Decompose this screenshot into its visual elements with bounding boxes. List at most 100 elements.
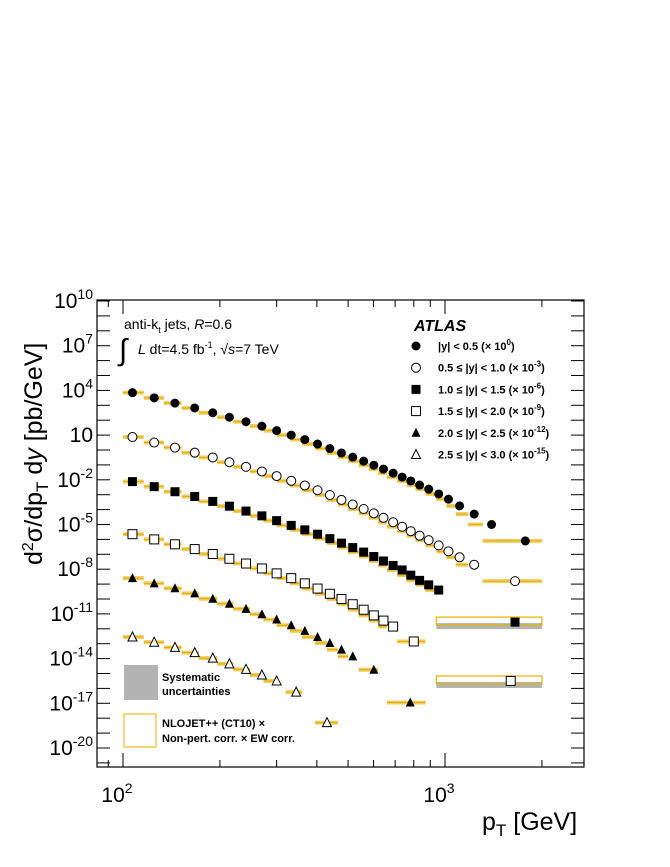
marker-open-circle	[127, 432, 138, 443]
theory-band	[435, 616, 543, 626]
marker-filled-square	[510, 617, 520, 627]
marker-open-circle	[397, 521, 408, 532]
marker-filled-circle	[241, 417, 251, 427]
marker-open-circle	[312, 485, 323, 496]
legend-entry-label: 2.5 ≤ |y| < 3.0 (× 10-15)	[438, 447, 550, 462]
marker-filled-triangle	[348, 651, 358, 661]
marker-filled-square	[369, 552, 379, 562]
marker-open-circle	[405, 526, 416, 537]
tick-marks	[97, 300, 584, 767]
theory-legend-line2: Non-pert. corr. × EW corr.	[162, 733, 295, 745]
marker-open-circle	[358, 504, 369, 515]
marker-open-square	[256, 563, 267, 574]
marker-filled-triangle	[325, 637, 335, 647]
marker-filled-square	[406, 570, 416, 580]
marker-filled-square	[257, 511, 267, 521]
marker-filled-triangle	[286, 620, 296, 630]
marker-filled-circle	[397, 472, 407, 482]
marker-filled-circle	[424, 484, 434, 494]
marker-filled-triangle	[241, 603, 251, 613]
marker-filled-circle	[406, 476, 416, 486]
tick-labels: 1010 107 104 10 10-2 10-5 10-8 10-11 10-14 10-17 1…	[49, 286, 454, 807]
marker-filled-circle	[286, 430, 296, 440]
marker-open-square	[388, 621, 399, 632]
y-tick-label: 1010	[54, 286, 93, 313]
marker-filled-square	[411, 384, 421, 394]
marker-filled-circle	[369, 460, 379, 470]
marker-filled-circle	[257, 421, 267, 431]
marker-open-square	[207, 549, 218, 560]
marker-filled-square	[286, 520, 296, 530]
systematic-band	[436, 623, 542, 630]
marker-open-circle	[286, 475, 297, 486]
marker-open-circle	[411, 362, 421, 373]
marker-open-circle	[224, 457, 235, 468]
marker-open-circle	[256, 466, 267, 477]
integral-symbol: ∫	[117, 334, 129, 367]
data-markers	[127, 388, 530, 728]
marker-filled-square	[348, 543, 358, 553]
marker-filled-square	[208, 496, 218, 506]
y-tick-label: 10-17	[49, 688, 93, 715]
luminosity-label: L dt=4.5 fb-1, √s=7 TeV	[138, 340, 279, 357]
marker-open-circle	[443, 546, 454, 557]
marker-filled-circle	[388, 468, 398, 478]
marker-open-square	[224, 553, 235, 564]
marker-open-triangle	[271, 674, 282, 686]
marker-filled-circle	[348, 452, 358, 462]
axes	[96, 299, 585, 768]
marker-filled-triangle	[224, 598, 234, 608]
marker-filled-circle	[313, 439, 323, 449]
marker-filled-square	[224, 501, 234, 511]
marker-open-triangle	[240, 663, 252, 674]
marker-filled-circle	[359, 456, 369, 466]
marker-filled-circle	[336, 448, 346, 458]
marker-open-circle	[336, 494, 347, 505]
marker-filled-triangle	[300, 625, 310, 635]
marker-filled-circle	[224, 412, 234, 422]
marker-open-square	[241, 558, 252, 569]
marker-open-circle	[423, 535, 434, 546]
marker-filled-circle	[520, 536, 530, 546]
marker-filled-circle	[443, 494, 453, 504]
y-axis-title: d2σ/dpT dy [pb/GeV]	[20, 343, 52, 565]
marker-open-square	[189, 544, 200, 555]
marker-filled-square	[388, 560, 398, 570]
y-tick-label: 10-8	[57, 554, 93, 581]
legend-entry-label: 1.0 ≤ |y| < 1.5 (× 10-6)	[438, 381, 545, 396]
marker-open-square	[411, 406, 421, 417]
marker-filled-circle	[469, 509, 479, 519]
marker-open-square	[169, 539, 180, 550]
y-tick-label: 104	[62, 375, 93, 402]
marker-open-circle	[207, 452, 218, 463]
systematic-legend-line1: Systematic	[162, 672, 220, 684]
marker-filled-circle	[487, 520, 497, 529]
marker-filled-triangle	[405, 697, 415, 707]
marker-open-triangle	[290, 686, 302, 697]
marker-filled-square	[397, 565, 407, 575]
marker-filled-square	[272, 516, 282, 526]
marker-open-triangle	[256, 668, 268, 680]
marker-open-triangle	[207, 652, 219, 663]
marker-open-circle	[378, 512, 389, 523]
marker-open-circle	[469, 559, 480, 570]
marker-filled-square	[434, 585, 444, 595]
marker-open-circle	[388, 517, 399, 528]
marker-filled-square	[149, 482, 159, 492]
marker-open-circle	[454, 552, 465, 563]
marker-filled-triangle	[170, 583, 180, 593]
marker-filled-triangle	[313, 631, 323, 641]
marker-filled-square	[170, 487, 180, 497]
marker-filled-square	[190, 491, 200, 501]
systematic-legend-line2: uncertainties	[162, 686, 230, 698]
marker-filled-square	[325, 534, 335, 544]
x-axis-title: pT [GeV]	[482, 808, 577, 840]
marker-open-square	[149, 534, 160, 545]
marker-open-square	[336, 594, 347, 604]
theory-legend-swatch	[123, 713, 157, 748]
marker-open-circle	[510, 576, 521, 587]
x-tick-label: 102	[101, 780, 132, 807]
marker-filled-square	[359, 547, 369, 557]
marker-open-circle	[189, 447, 200, 458]
